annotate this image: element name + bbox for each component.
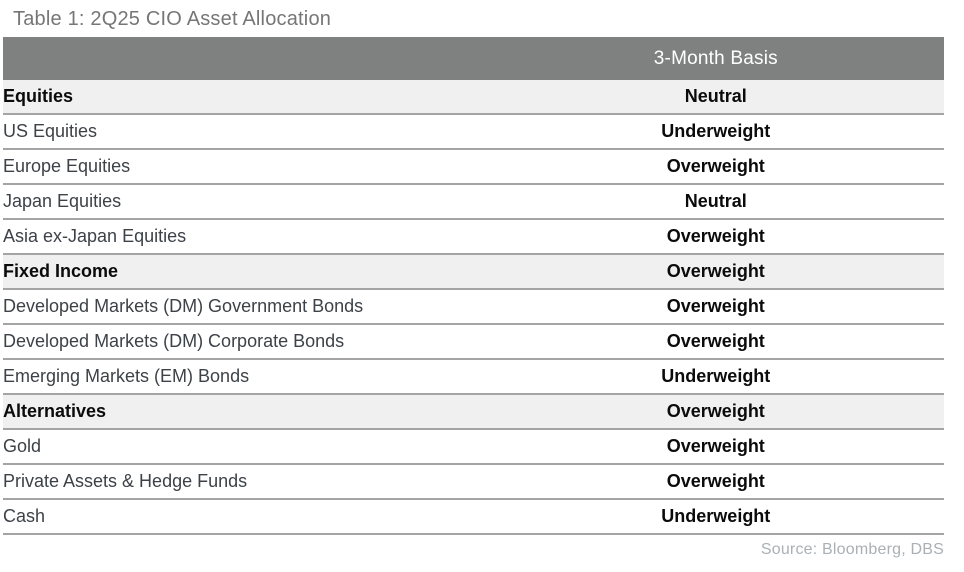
header-asset-class-cell xyxy=(3,37,488,80)
table-row-dm-government-bonds: Developed Markets (DM) Government Bonds … xyxy=(3,289,944,325)
row-value: Neutral xyxy=(487,80,944,115)
row-value: Underweight xyxy=(487,114,944,150)
table-row-cash: Cash Underweight xyxy=(3,499,944,535)
table-row-dm-corporate-bonds: Developed Markets (DM) Corporate Bonds O… xyxy=(3,324,944,360)
row-label: Emerging Markets (EM) Bonds xyxy=(3,359,488,395)
row-value: Overweight xyxy=(487,254,944,290)
table-header-row: 3-Month Basis xyxy=(3,37,944,80)
source-note: Source: Bloomberg, DBS xyxy=(760,541,944,558)
row-label: Fixed Income xyxy=(3,254,488,290)
table-row-japan-equities: Japan Equities Neutral xyxy=(3,184,944,220)
row-label: Developed Markets (DM) Corporate Bonds xyxy=(3,324,488,360)
table-row-alternatives: Alternatives Overweight xyxy=(3,394,944,430)
table-row-asia-ex-japan-equities: Asia ex-Japan Equities Overweight xyxy=(3,219,944,255)
row-value: Overweight xyxy=(487,464,944,500)
row-value: Overweight xyxy=(487,394,944,430)
row-label: Alternatives xyxy=(3,394,488,430)
row-value: Overweight xyxy=(487,149,944,185)
table-row-gold: Gold Overweight xyxy=(3,429,944,465)
table-row-europe-equities: Europe Equities Overweight xyxy=(3,149,944,185)
row-value: Overweight xyxy=(487,289,944,325)
row-label: US Equities xyxy=(3,114,488,150)
table-row-em-bonds: Emerging Markets (EM) Bonds Underweight xyxy=(3,359,944,395)
row-label: Asia ex-Japan Equities xyxy=(3,219,488,255)
row-label: Europe Equities xyxy=(3,149,488,185)
row-value: Overweight xyxy=(487,429,944,465)
table-row-private-assets-hedge-funds: Private Assets & Hedge Funds Overweight xyxy=(3,464,944,500)
row-value: Overweight xyxy=(487,324,944,360)
row-value: Overweight xyxy=(487,219,944,255)
row-label: Developed Markets (DM) Government Bonds xyxy=(3,289,488,325)
row-label: Japan Equities xyxy=(3,184,488,220)
table-row-equities: Equities Neutral xyxy=(3,80,944,115)
row-label: Equities xyxy=(3,80,488,115)
row-label: Private Assets & Hedge Funds xyxy=(3,464,488,500)
row-label: Gold xyxy=(3,429,488,465)
header-3-month-basis: 3-Month Basis xyxy=(487,37,944,80)
asset-allocation-table: 3-Month Basis Equities Neutral US Equiti… xyxy=(3,37,944,535)
table-title: Table 1: 2Q25 CIO Asset Allocation xyxy=(13,8,332,30)
row-value: Underweight xyxy=(487,499,944,535)
row-value: Underweight xyxy=(487,359,944,395)
table-row-us-equities: US Equities Underweight xyxy=(3,114,944,150)
row-value: Neutral xyxy=(487,184,944,220)
row-label: Cash xyxy=(3,499,488,535)
table-row-fixed-income: Fixed Income Overweight xyxy=(3,254,944,290)
